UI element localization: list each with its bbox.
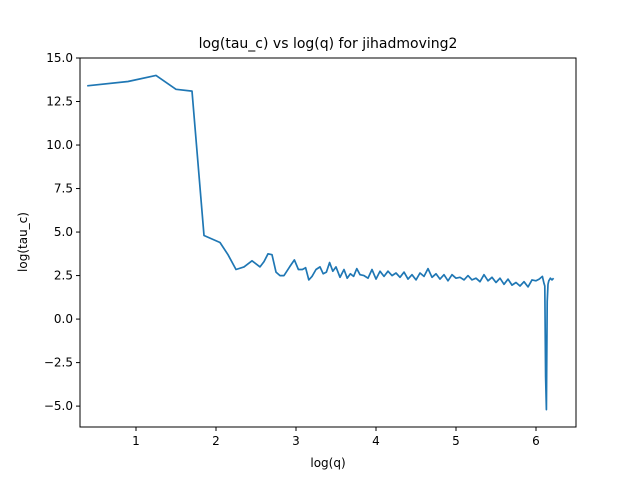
y-tick-label: 0.0 — [54, 312, 73, 326]
y-tick-label: 2.5 — [54, 269, 73, 283]
y-tick-label: −5.0 — [44, 399, 73, 413]
y-tick-label: −2.5 — [44, 356, 73, 370]
y-axis-label: log(tau_c) — [16, 212, 30, 272]
series-line — [87, 74, 555, 411]
x-axis: 1 2 3 4 5 6 — [132, 427, 540, 448]
axes-frame — [79, 57, 577, 428]
y-tick-label: 5.0 — [54, 225, 73, 239]
x-tick-label: 4 — [372, 434, 380, 448]
y-tick-label: 10.0 — [46, 138, 73, 152]
x-tick-label: 3 — [292, 434, 300, 448]
x-tick-label: 5 — [452, 434, 460, 448]
x-axis-label: log(q) — [310, 456, 345, 470]
y-tick-label: 15.0 — [46, 51, 73, 65]
y-tick-label: 7.5 — [54, 182, 73, 196]
y-axis: −5.0 −2.5 0.0 2.5 5.0 7.5 10.0 12.5 15.0 — [44, 51, 80, 413]
chart-title: log(tau_c) vs log(q) for jihadmoving2 — [199, 36, 458, 52]
x-tick-label: 1 — [132, 434, 140, 448]
plot-area — [79, 57, 577, 428]
x-tick-label: 2 — [212, 434, 220, 448]
y-tick-label: 12.5 — [46, 95, 73, 109]
x-tick-label: 6 — [532, 434, 540, 448]
